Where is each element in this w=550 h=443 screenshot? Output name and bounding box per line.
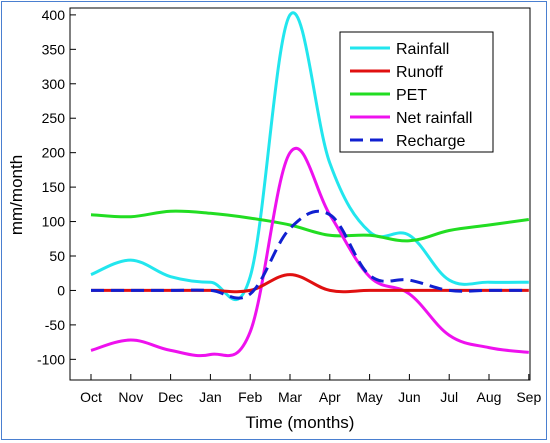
series-lines [90, 11, 530, 358]
y-tick-label: 0 [57, 282, 65, 298]
x-axis-label: Time (months) [246, 413, 355, 432]
x-tick-label: Feb [238, 389, 262, 405]
x-tick-label: Aug [477, 389, 502, 405]
y-tick-label: 400 [42, 7, 66, 23]
legend-label: Recharge [396, 133, 465, 150]
legend: Rainfall Runoff PET Net rainfall Recharge [339, 31, 494, 153]
x-tick-label: Apr [319, 389, 341, 405]
x-tick-label: Nov [118, 389, 143, 405]
x-tick-label: Jul [440, 389, 458, 405]
x-tick-label: Jan [199, 389, 222, 405]
series-line-rainfall [90, 11, 529, 302]
y-axis-label: mm/month [7, 155, 26, 235]
series-line-net-rainfall [90, 147, 529, 358]
y-tick-label: -50 [45, 317, 65, 333]
x-tick-label: May [356, 389, 382, 405]
legend-label: Net rainfall [396, 110, 472, 127]
x-tick-label: Jun [398, 389, 421, 405]
x-axis: Oct Nov Dec Jan Feb Mar Apr May Jun Jul Aug Sep [80, 374, 541, 405]
y-tick-label: 50 [49, 248, 65, 264]
x-tick-label: Mar [278, 389, 302, 405]
x-tick-label: Oct [80, 389, 102, 405]
y-axis: -100 -50 0 50 100 150 200 250 300 350 400 [37, 7, 76, 367]
legend-box [339, 31, 494, 153]
y-tick-label: 200 [42, 145, 66, 161]
series-line-pet [90, 209, 530, 243]
plot-area-border [69, 7, 531, 381]
legend-label: Runoff [396, 64, 443, 81]
legend-label: Rainfall [396, 41, 449, 58]
y-tick-label: -100 [37, 351, 65, 367]
x-tick-label: Dec [158, 389, 183, 405]
legend-label: PET [396, 87, 427, 104]
y-tick-label: 100 [42, 214, 66, 230]
series-line-recharge [91, 209, 529, 300]
y-tick-label: 300 [42, 76, 66, 92]
y-tick-label: 350 [42, 41, 66, 57]
x-tick-label: Sep [516, 389, 541, 405]
y-tick-label: 250 [42, 110, 66, 126]
y-tick-label: 150 [42, 179, 66, 195]
